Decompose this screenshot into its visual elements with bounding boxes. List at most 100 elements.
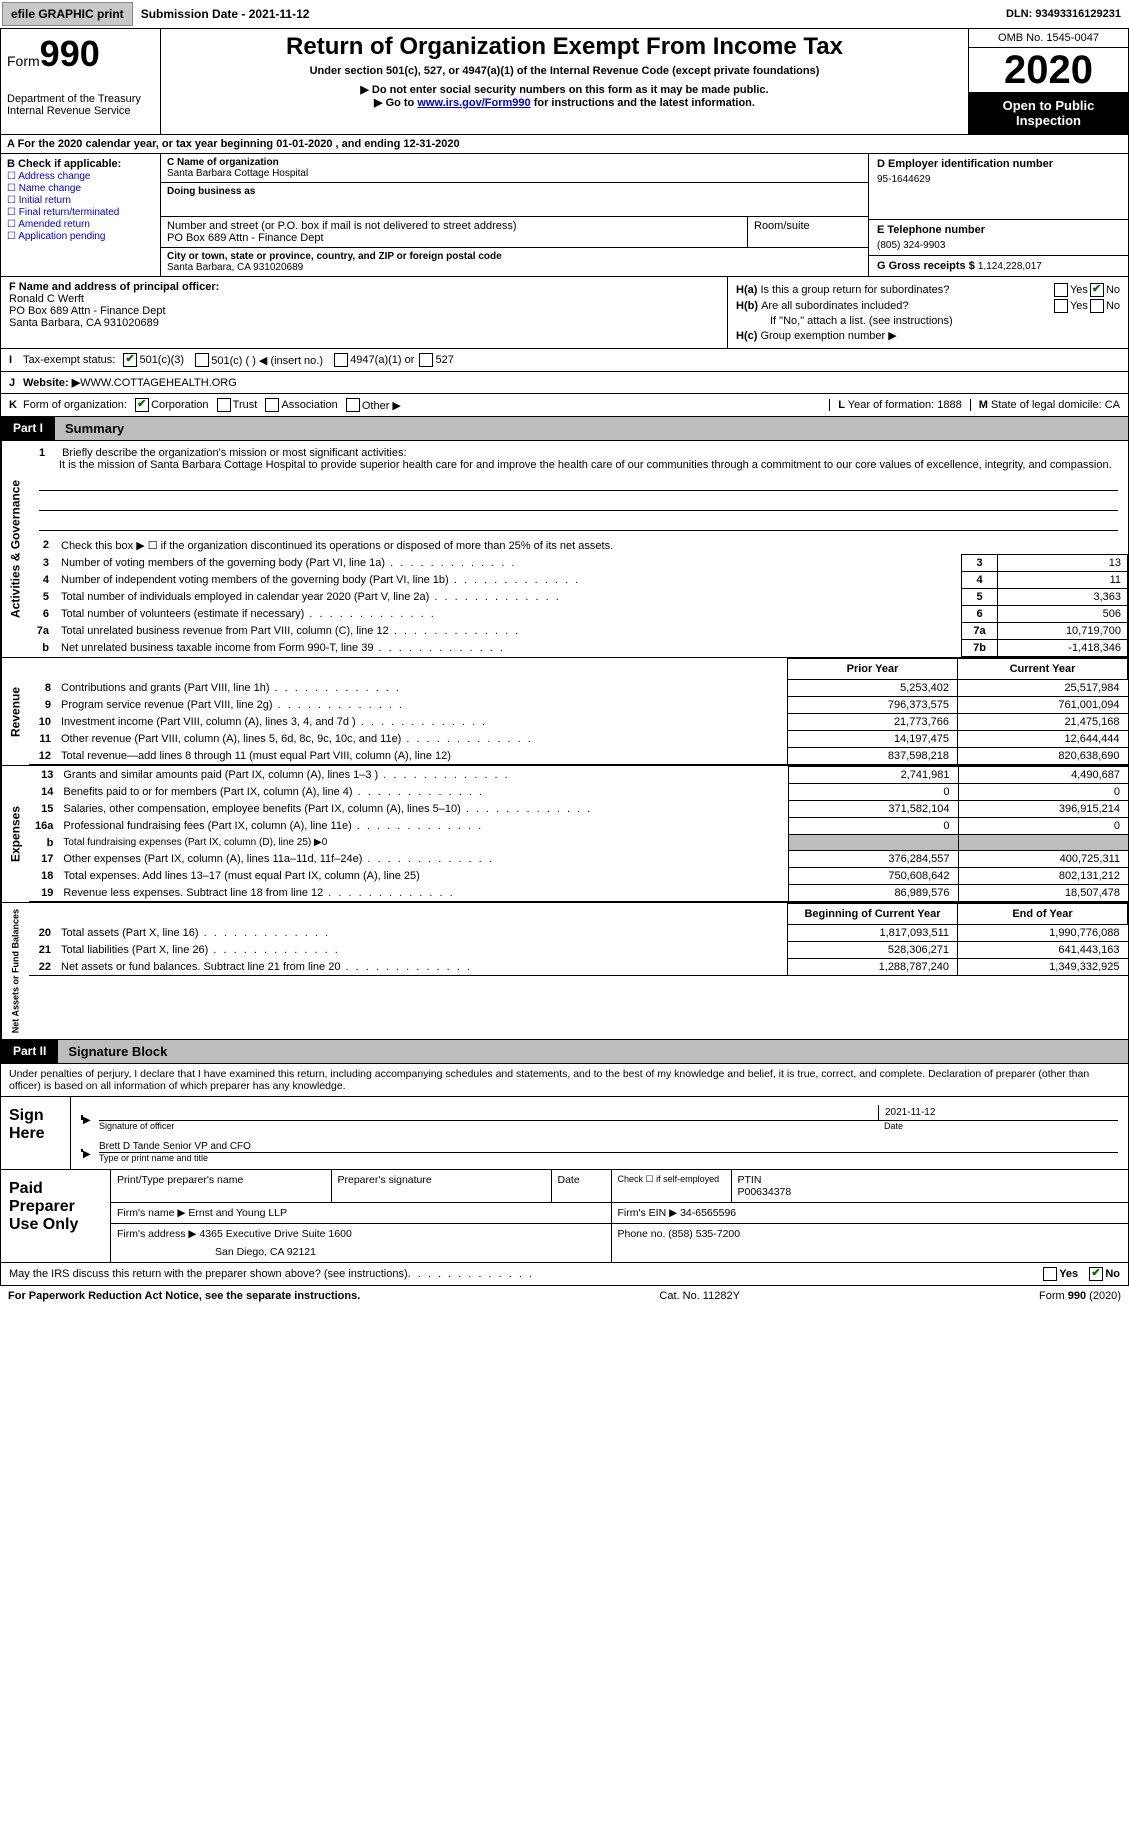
fin-row: bTotal fundraising expenses (Part IX, co… — [29, 835, 1128, 851]
tax-period-row: A For the 2020 calendar year, or tax yea… — [0, 135, 1129, 154]
street-address: PO Box 689 Attn - Finance Dept — [167, 232, 741, 244]
chk-4947[interactable] — [334, 353, 348, 367]
current-year-hdr: Current Year — [958, 659, 1128, 680]
dba-label: Doing business as — [167, 186, 862, 197]
fin-row: 20Total assets (Part X, line 16)1,817,09… — [29, 925, 1128, 942]
gov-row: 7aTotal unrelated business revenue from … — [29, 623, 1128, 640]
chk-corporation[interactable] — [135, 398, 149, 412]
chk-other[interactable] — [346, 398, 360, 412]
identity-block: B Check if applicable: ☐ Address change … — [0, 154, 1129, 277]
expenses-table: 13Grants and similar amounts paid (Part … — [29, 766, 1128, 902]
part2-header: Part II Signature Block — [0, 1040, 1129, 1064]
chk-trust[interactable] — [217, 398, 231, 412]
paid-preparer-label: Paid Preparer Use Only — [1, 1170, 111, 1262]
governance-section: Activities & Governance 1 Briefly descri… — [0, 441, 1129, 658]
fin-row: 8Contributions and grants (Part VIII, li… — [29, 680, 1128, 697]
chk-initial-return[interactable]: ☐ Initial return — [7, 195, 154, 206]
firm-name-cell: Firm's name ▶ Ernst and Young LLP — [111, 1203, 611, 1224]
preparer-table: Print/Type preparer's name Preparer's si… — [111, 1170, 1128, 1262]
dln: DLN: 93493316129231 — [998, 4, 1129, 24]
row-k-label: K — [9, 399, 23, 411]
hc-label: H(c) — [736, 330, 757, 342]
tax-year: 2020 — [969, 48, 1128, 92]
checkbox-col-b: B Check if applicable: ☐ Address change … — [1, 154, 161, 276]
year-formation: 1888 — [937, 399, 961, 411]
officer-name: Ronald C Werft — [9, 293, 719, 305]
sign-here-label: Sign Here — [1, 1097, 71, 1169]
part1-header: Part I Summary — [0, 417, 1129, 441]
year-block: OMB No. 1545-0047 2020 Open to Public In… — [968, 29, 1128, 134]
org-info-col: C Name of organization Santa Barbara Cot… — [161, 154, 868, 276]
form-subtitle: Under section 501(c), 527, or 4947(a)(1)… — [169, 65, 960, 77]
instruction-1: ▶ Do not enter social security numbers o… — [169, 83, 960, 96]
discuss-question: May the IRS discuss this return with the… — [9, 1268, 408, 1280]
signature-date-value: 2021-11-12 — [885, 1107, 1112, 1118]
netassets-table: Beginning of Current YearEnd of Year 20T… — [29, 903, 1128, 976]
tax-exempt-row: I Tax-exempt status: 501(c)(3) 501(c) ( … — [0, 349, 1129, 372]
irs-link[interactable]: www.irs.gov/Form990 — [417, 97, 530, 109]
fin-row: 15Salaries, other compensation, employee… — [29, 801, 1128, 818]
officer-name-line: Brett D Tande Senior VP and CFO — [99, 1139, 1118, 1153]
efile-print-button[interactable]: efile GRAPHIC print — [2, 2, 133, 26]
state-domicile: CA — [1105, 399, 1120, 411]
omb-number: OMB No. 1545-0047 — [969, 29, 1128, 48]
open-to-public: Open to Public Inspection — [969, 92, 1128, 134]
chk-name-change[interactable]: ☐ Name change — [7, 183, 154, 194]
chk-amended-return[interactable]: ☐ Amended return — [7, 219, 154, 230]
row-i-label: I — [9, 354, 23, 366]
sign-here-block: Sign Here 2021-11-12 Signature of office… — [0, 1097, 1129, 1170]
chk-address-change[interactable]: ☐ Address change — [7, 171, 154, 182]
officer-signature-line: 2021-11-12 — [99, 1105, 1118, 1121]
chk-501c3[interactable] — [123, 353, 137, 367]
chk-527[interactable] — [419, 353, 433, 367]
firm-phone-cell: Phone no. (858) 535-7200 — [611, 1224, 1128, 1263]
print-name-label: Type or print name and title — [99, 1153, 1118, 1163]
submission-date-label: Submission Date - 2021-11-12 — [135, 7, 316, 21]
form-title: Return of Organization Exempt From Incom… — [169, 33, 960, 61]
hb-no-checkbox[interactable] — [1090, 299, 1104, 313]
discuss-no-checkbox[interactable] — [1089, 1267, 1103, 1281]
expenses-vlabel: Expenses — [1, 766, 29, 902]
website-label: Website: ▶ — [23, 376, 80, 389]
fin-row: 14Benefits paid to or for members (Part … — [29, 784, 1128, 801]
discuss-yes-checkbox[interactable] — [1043, 1267, 1057, 1281]
ha-no-checkbox[interactable] — [1090, 283, 1104, 297]
chk-association[interactable] — [265, 398, 279, 412]
chk-application-pending[interactable]: ☐ Application pending — [7, 231, 154, 242]
form-ref: Form 990 (2020) — [1039, 1290, 1121, 1302]
fin-row: 10Investment income (Part VIII, column (… — [29, 714, 1128, 731]
part1-tab: Part I — [1, 417, 55, 440]
chk-501c[interactable] — [195, 353, 209, 367]
paid-preparer-block: Paid Preparer Use Only Print/Type prepar… — [0, 1170, 1129, 1263]
gov-row: 4Number of independent voting members of… — [29, 572, 1128, 589]
mission-block: 1 Briefly describe the organization's mi… — [29, 441, 1128, 537]
ha-yes-checkbox[interactable] — [1054, 283, 1068, 297]
fin-row: 13Grants and similar amounts paid (Part … — [29, 767, 1128, 784]
hb-yes-checkbox[interactable] — [1054, 299, 1068, 313]
officer-printed-name: Brett D Tande Senior VP and CFO — [99, 1139, 1118, 1152]
website-row: J Website: ▶ WWW.COTTAGEHEALTH.ORG — [0, 372, 1129, 394]
ein-phone-col: D Employer identification number 95-1644… — [868, 154, 1128, 276]
cat-number: Cat. No. 11282Y — [659, 1290, 740, 1302]
netassets-vlabel: Net Assets or Fund Balances — [1, 903, 29, 1039]
officer-addr1: PO Box 689 Attn - Finance Dept — [9, 305, 719, 317]
tel-value: (805) 324-9903 — [877, 236, 1120, 251]
signature-field[interactable] — [99, 1105, 878, 1120]
end-year-hdr: End of Year — [958, 904, 1128, 925]
fin-row: 21Total liabilities (Part X, line 26)528… — [29, 942, 1128, 959]
part2-tab: Part II — [1, 1040, 58, 1063]
gov-row: 6Total number of volunteers (estimate if… — [29, 606, 1128, 623]
form-title-block: Return of Organization Exempt From Incom… — [161, 29, 968, 134]
dept-treasury: Department of the Treasury Internal Reve… — [7, 93, 154, 117]
hb-attach-note: If "No," attach a list. (see instruction… — [770, 315, 1120, 327]
hb-label: H(b) — [736, 300, 758, 312]
fin-row: 11Other revenue (Part VIII, column (A), … — [29, 731, 1128, 748]
chk-final-return[interactable]: ☐ Final return/terminated — [7, 207, 154, 218]
hb-question: Are all subordinates included? — [761, 300, 1052, 312]
gov-row: 3Number of voting members of the governi… — [29, 555, 1128, 572]
prep-sig-hdr: Preparer's signature — [331, 1170, 551, 1203]
hc-question: Group exemption number ▶ — [760, 329, 1120, 342]
governance-table: 2Check this box ▶ ☐ if the organization … — [29, 537, 1128, 657]
efile-topbar: efile GRAPHIC print Submission Date - 20… — [0, 0, 1129, 29]
tel-label: E Telephone number — [877, 224, 1120, 236]
